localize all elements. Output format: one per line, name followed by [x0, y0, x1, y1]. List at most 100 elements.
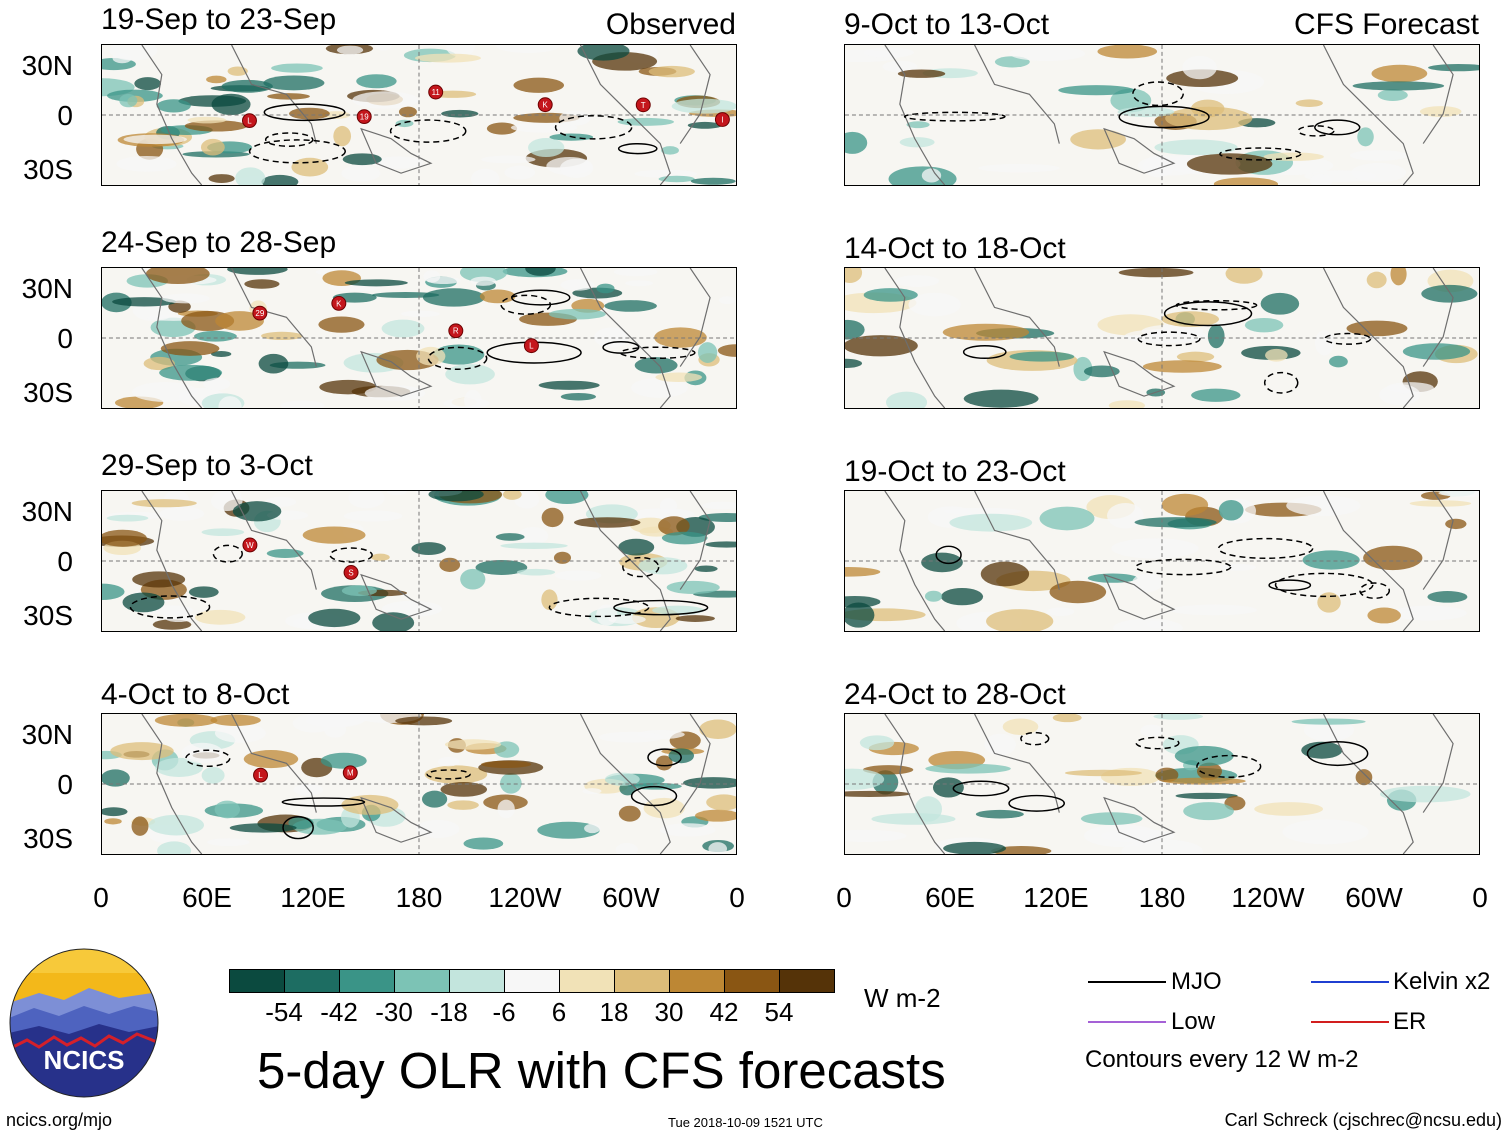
olr-anomaly-blob [643, 797, 685, 819]
olr-anomaly-blob [343, 510, 403, 522]
mjo-contour [1306, 740, 1369, 767]
mjo-line-swatch [1088, 981, 1166, 983]
olr-anomaly-blob [154, 714, 218, 727]
olr-anomaly-blob [980, 561, 1030, 587]
mjo-contour [329, 547, 373, 563]
colorbar-swatch [779, 969, 835, 993]
lon-label: 0 [1472, 882, 1488, 913]
olr-anomaly-blob [211, 93, 251, 116]
olr-anomaly-blob [504, 165, 536, 180]
storm-label: M [347, 769, 354, 778]
coastline [1103, 796, 1176, 843]
olr-anomaly-blob [554, 570, 602, 581]
olr-anomaly-blob [545, 491, 589, 505]
olr-anomaly-blob [690, 177, 736, 185]
olr-anomaly-blob [559, 110, 591, 126]
mjo-contour [185, 749, 231, 768]
olr-anomaly-blob [1309, 173, 1333, 185]
footer-url[interactable]: ncics.org/mjo [6, 1110, 113, 1130]
mjo-contour [1008, 794, 1065, 812]
coastline [884, 268, 946, 408]
olr-anomaly-blob [289, 107, 330, 120]
olr-anomaly-blob [897, 69, 946, 78]
olr-anomaly-blob [500, 772, 522, 794]
olr-anomaly-blob [194, 609, 246, 625]
coastline [579, 491, 671, 631]
olr-anomaly-blob [1161, 311, 1220, 327]
olr-anomaly-blob [1080, 812, 1143, 825]
olr-anomaly-blob [655, 755, 673, 771]
olr-anomaly-blob [634, 169, 698, 178]
olr-anomaly-blob [302, 526, 366, 544]
olr-anomaly-blob [215, 311, 264, 331]
olr-anomaly-blob [1146, 620, 1168, 629]
olr-anomaly-blob [258, 353, 289, 374]
olr-anomaly-blob [106, 514, 149, 522]
olr-anomaly-blob [428, 491, 484, 502]
olr-anomaly-blob [1282, 819, 1369, 845]
legend-label-kelvin: Kelvin x2 [1393, 968, 1491, 995]
lat-label: 30S [23, 377, 73, 408]
storm-label: T [641, 101, 646, 110]
olr-anomaly-blob [1244, 317, 1284, 333]
storm-label: S [348, 568, 353, 577]
storm-marker: L [241, 113, 257, 129]
mjo-contour [212, 544, 243, 563]
olr-anomaly-blob [1295, 99, 1323, 107]
olr-anomaly-blob [1265, 348, 1288, 362]
lat-label: 30S [23, 823, 73, 854]
olr-anomaly-blob [1218, 500, 1244, 521]
olr-anomaly-blob [582, 788, 602, 795]
coastline [1103, 127, 1176, 174]
olr-anomaly-blob [845, 768, 885, 790]
olr-anomaly-blob [604, 772, 640, 786]
olr-anomaly-blob [528, 138, 565, 158]
olr-anomaly-blob [159, 506, 205, 521]
olr-anomaly-blob [132, 571, 186, 588]
coastline [1103, 573, 1176, 620]
storm-label: L [529, 342, 534, 351]
lat-label: 30S [23, 154, 73, 185]
olr-anomaly-blob [661, 146, 679, 155]
lat-label: 0 [57, 769, 73, 800]
olr-anomaly-blob [221, 79, 273, 93]
coastline [360, 350, 433, 397]
er-line-swatch [1311, 1021, 1389, 1023]
olr-anomaly-blob [604, 300, 657, 312]
olr-anomaly-blob [908, 292, 961, 317]
colorbar-label: -54 [265, 997, 303, 1027]
mjo-contour [427, 346, 488, 371]
olr-anomaly-blob [687, 121, 723, 129]
olr-anomaly-blob [1377, 89, 1408, 101]
olr-anomaly-blob [292, 714, 335, 733]
olr-anomaly-blob [463, 837, 504, 850]
olr-anomaly-blob [441, 109, 479, 118]
olr-anomaly-blob [227, 66, 248, 76]
olr-anomaly-blob [658, 516, 690, 536]
olr-anomaly-blob [845, 319, 865, 340]
mjo-contour [1020, 731, 1050, 746]
lon-label: 60E [182, 882, 232, 913]
olr-anomaly-blob [161, 293, 210, 304]
olr-anomaly-blob [134, 77, 162, 91]
olr-anomaly-blob [537, 821, 600, 839]
colorbar-label: 42 [709, 997, 739, 1027]
olr-anomaly-blob [1263, 152, 1324, 161]
storm-marker: M [342, 765, 358, 781]
mjo-contour [282, 815, 314, 840]
olr-anomaly-blob [671, 98, 736, 114]
olr-anomaly-blob [513, 77, 564, 93]
colorbar-label: -42 [320, 997, 358, 1027]
mjo-contour [1132, 81, 1184, 107]
mjo-contour [1175, 299, 1258, 311]
olr-anomaly-blob [131, 816, 149, 836]
lat-label: 30N [21, 496, 73, 527]
olr-anomaly-blob [1132, 573, 1163, 593]
mjo-contour [617, 142, 658, 155]
olr-anomaly-blob [333, 125, 352, 147]
olr-anomaly-blob [143, 356, 175, 371]
storm-marker: T [635, 97, 651, 113]
mjo-contour [1359, 582, 1391, 600]
olr-anomaly-blob [991, 846, 1052, 854]
lat-label: 30S [23, 600, 73, 631]
